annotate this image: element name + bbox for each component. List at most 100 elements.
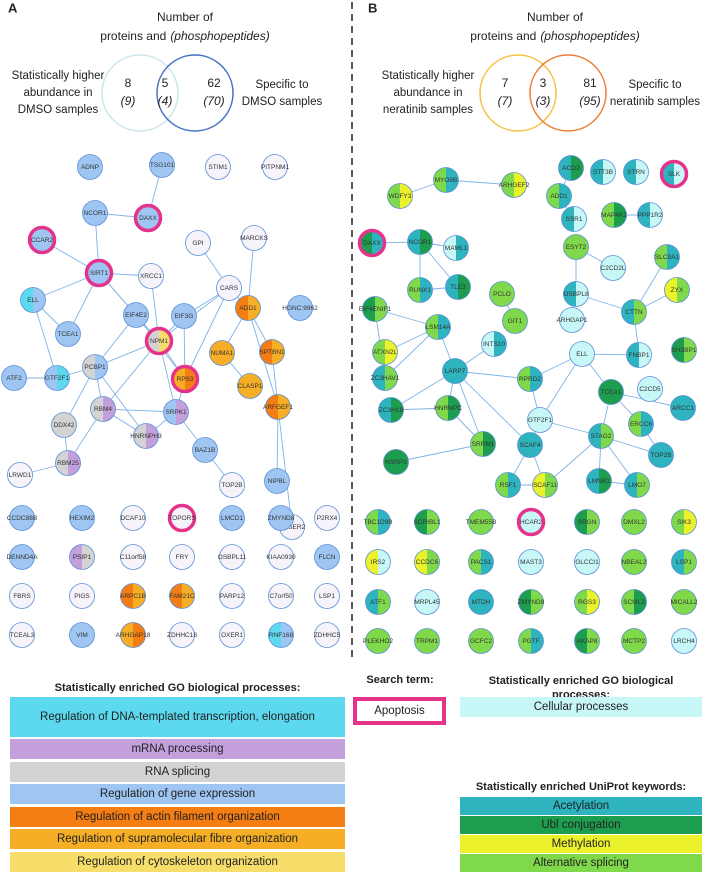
node: MYO9B (433, 167, 459, 193)
venn-left-label: neratinib samples (383, 104, 473, 116)
node-slice (650, 202, 663, 228)
node-fill (414, 628, 440, 654)
node: EIF4E2 (123, 302, 149, 328)
node-outline (598, 379, 624, 405)
node-slice (458, 274, 471, 300)
venn-count: 81 (583, 76, 597, 90)
node: ZMYND8 (268, 505, 295, 531)
node-label: SCAF4 (520, 442, 541, 449)
node: SCML2 (621, 589, 647, 615)
node-label: HNRNPC (434, 405, 462, 412)
node: AKAP8 (574, 628, 600, 654)
node-fill (69, 505, 95, 531)
node-label: SIK3 (677, 519, 691, 526)
node-outline (621, 549, 647, 575)
node: NPM1 (144, 326, 174, 356)
node-slice (427, 549, 440, 575)
node-outline (414, 549, 440, 575)
node: DENND4A (6, 544, 38, 570)
node-outline (481, 331, 507, 357)
venn-count: 7 (502, 76, 509, 90)
node: ADNP (77, 154, 103, 180)
node-label: GIT1 (508, 318, 523, 325)
node-outline (237, 373, 263, 399)
node-slice (33, 287, 46, 313)
node: PSIP1 (69, 544, 95, 570)
node-outline (314, 544, 340, 570)
node-fill (123, 302, 149, 328)
node-outline (372, 339, 398, 365)
node-label: ARPC1B (120, 593, 146, 600)
node-label: NCOR1 (409, 239, 432, 246)
node: ARHGAP18 (116, 622, 151, 648)
node-fill (527, 407, 553, 433)
node-label: SCAF11 (533, 482, 557, 489)
node-label: LRWD1 (9, 472, 32, 479)
node: LSM14A (425, 314, 451, 340)
node-fill (314, 544, 340, 570)
legend-item: Regulation of DNA-templated transcriptio… (10, 697, 345, 737)
node: TBC1D9B (363, 509, 393, 535)
node-label: TSG101 (150, 162, 175, 169)
node-fill (9, 505, 35, 531)
node-outline (601, 202, 627, 228)
node: LMCD1 (219, 505, 245, 531)
node-outline (621, 299, 647, 325)
node: NCOR1 (407, 229, 433, 255)
node: IRS2 (365, 549, 391, 575)
node-outline (20, 287, 46, 313)
node-label: DDX42 (54, 422, 75, 429)
go-title: Statistically enriched GO biological pro… (488, 675, 674, 701)
node-label: IRS2 (371, 559, 386, 566)
node-outline (235, 295, 261, 321)
node: KIAA0930 (266, 544, 296, 570)
venn-circle (101, 54, 179, 132)
node-outline (516, 507, 546, 537)
node-label: ZMYND8 (518, 599, 545, 606)
node-label: PCLO (493, 291, 511, 298)
node-label: NSRP1 (385, 459, 407, 466)
node: C11orf58 (120, 544, 147, 570)
node-label: SCRIBL1 (413, 519, 440, 526)
node-slice (438, 314, 451, 340)
legend-item: Regulation of cytoskeleton organization (10, 851, 345, 872)
node-label: CLASP1 (238, 383, 263, 390)
node-label: ELL (27, 297, 39, 304)
node-outline (495, 472, 521, 498)
node-slice (530, 366, 543, 392)
node: GCFC2 (468, 628, 494, 654)
node-label: GCFC2 (470, 638, 492, 645)
node-outline (468, 628, 494, 654)
node: INTS10 (481, 331, 507, 357)
node-outline (574, 509, 600, 535)
node: MICALL2 (670, 589, 698, 615)
node-label: PIGS (74, 593, 90, 600)
node-outline (138, 263, 164, 289)
node-label: VIM (76, 632, 88, 639)
node: TOPORS (167, 503, 197, 533)
node-label: NUMA1 (211, 350, 234, 357)
node-label: SRRM1 (472, 441, 495, 448)
node: ADD1 (235, 295, 261, 321)
node-fill (262, 154, 288, 180)
node-outline (574, 589, 600, 615)
node-slice (176, 399, 189, 425)
node-outline (671, 628, 697, 654)
go-title: Statistically enriched GO biological pro… (54, 682, 301, 694)
node: OSBPL8 (563, 281, 589, 307)
node-label: TOPORS (168, 515, 196, 522)
node: SSR1 (561, 206, 587, 232)
node-fill (219, 583, 245, 609)
node-label: FLCN (319, 554, 336, 561)
node-slice (385, 365, 398, 391)
node-fill (468, 628, 494, 654)
node-outline (167, 503, 197, 533)
node: SIK3 (671, 509, 697, 535)
node-slice (531, 628, 544, 654)
node: CARS (216, 275, 242, 301)
node-outline (84, 258, 114, 288)
node: ZDHHC5 (314, 622, 341, 648)
node-label: LSP1 (676, 559, 692, 566)
node: HGNC:9962 (282, 295, 318, 321)
node-label: WDFY3 (389, 193, 412, 200)
